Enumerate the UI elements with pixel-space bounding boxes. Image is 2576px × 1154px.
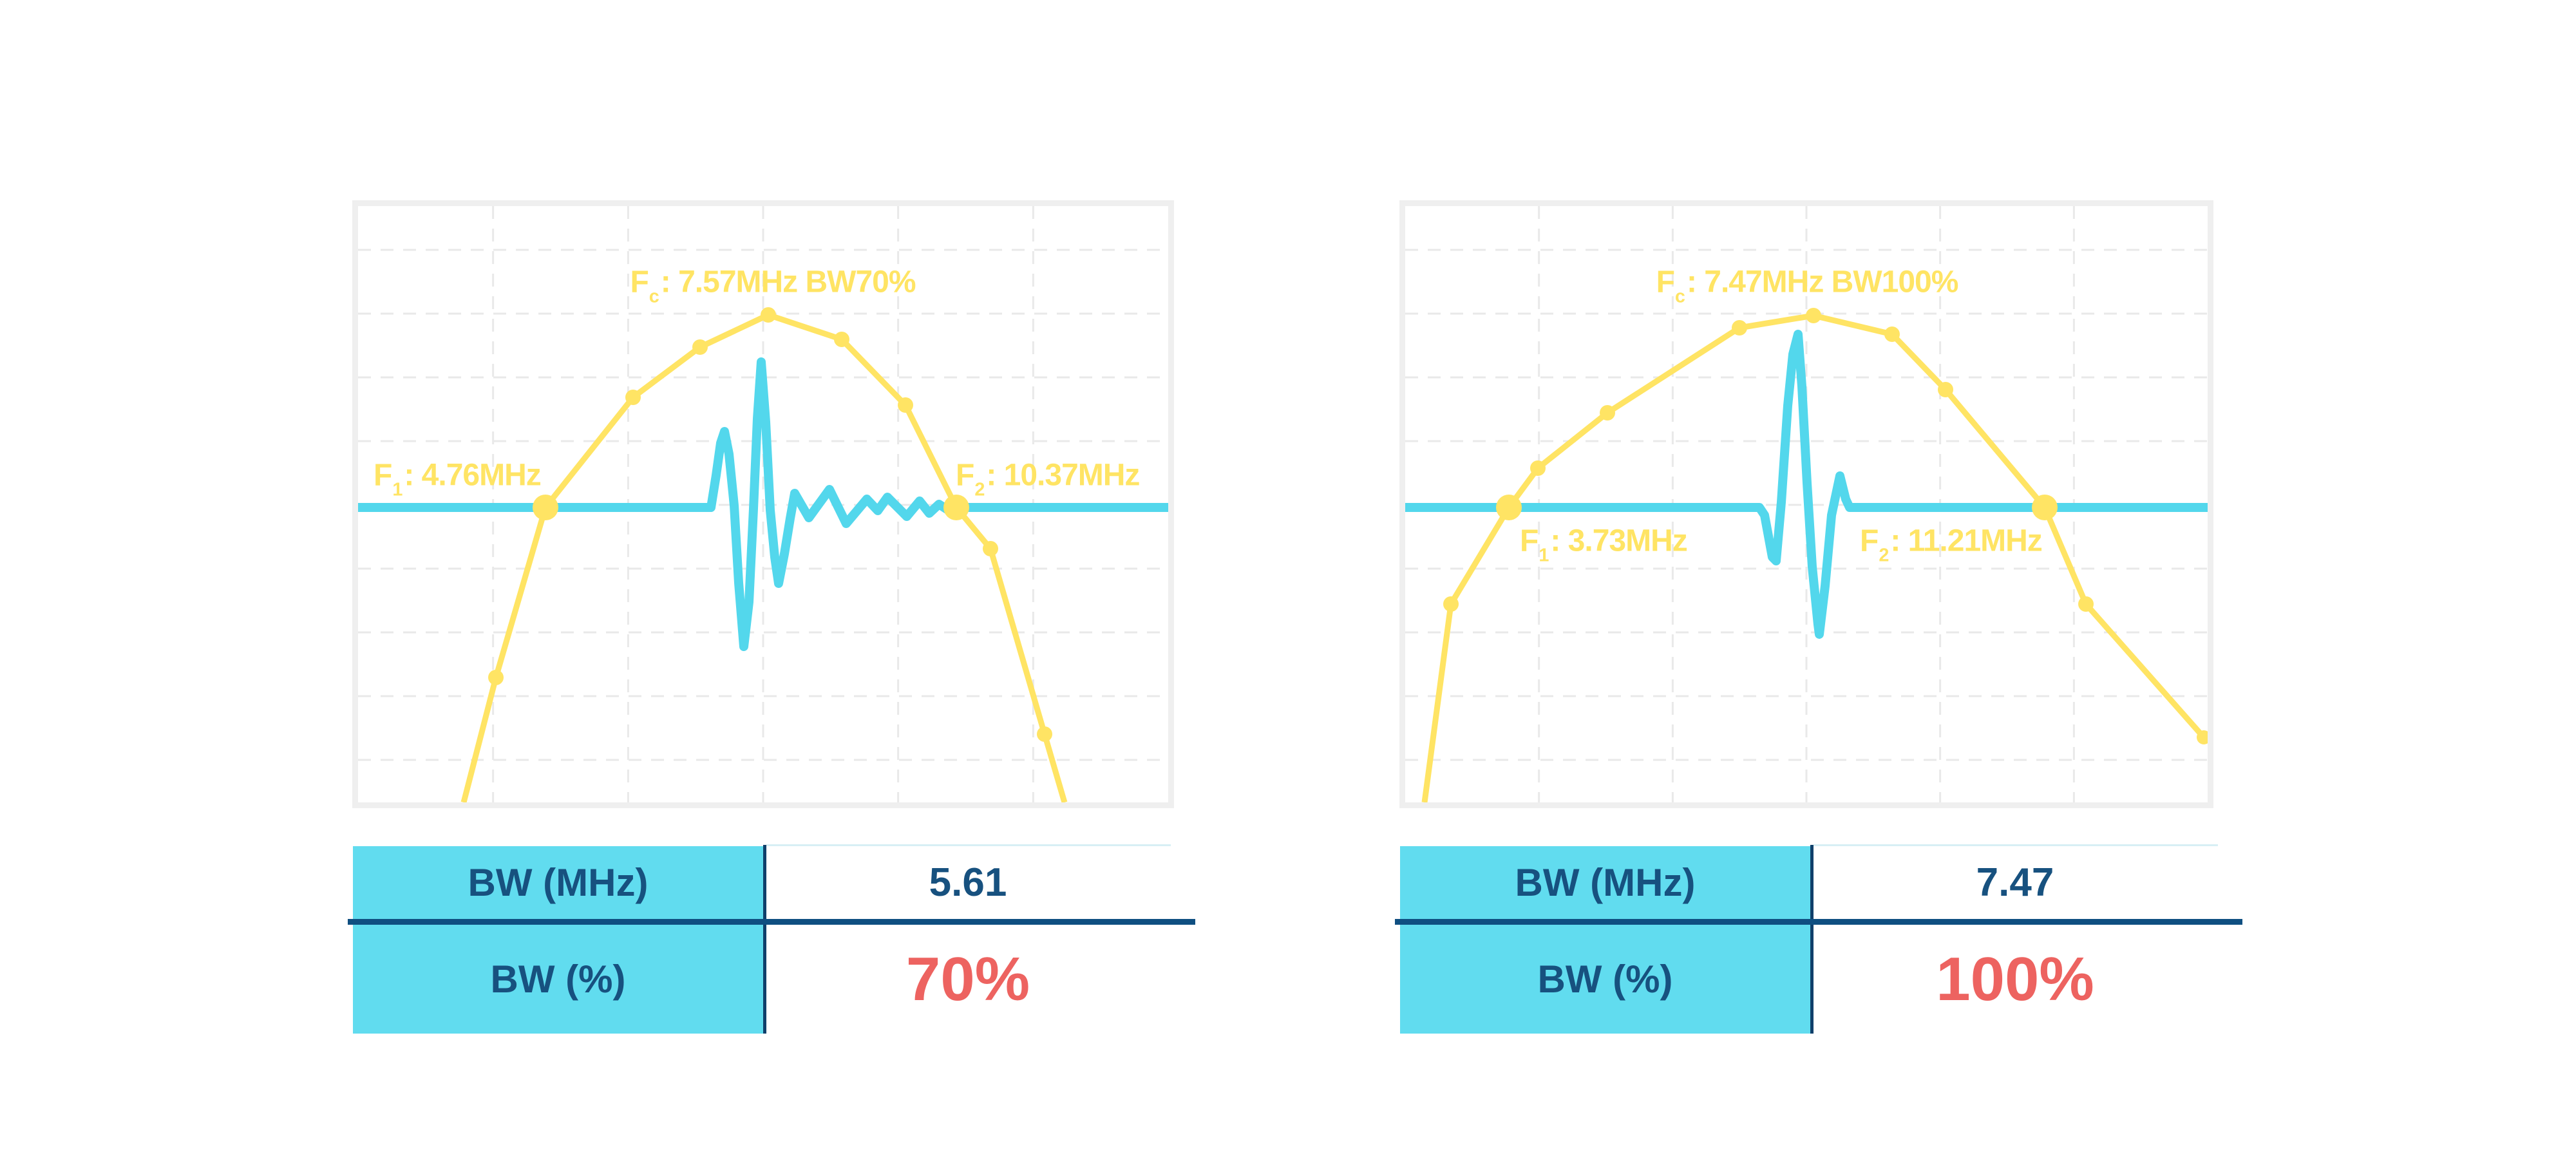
data-point-marker xyxy=(1938,382,1953,397)
f2-annotation: F2: 10.37MHz xyxy=(956,458,1140,500)
table-top-divider xyxy=(1814,844,2218,846)
data-point-marker xyxy=(2197,730,2208,744)
fc-prefix: F xyxy=(1656,265,1675,299)
spectrum-line xyxy=(460,312,1068,802)
data-point-marker xyxy=(983,541,998,556)
table-vertical-divider xyxy=(763,845,766,1034)
spectrum-plot-bw70: Fc: 7.57MHz BW70% F1: 4.76MHz F2: 10.37M… xyxy=(352,200,1174,808)
data-point-marker xyxy=(898,397,913,413)
data-point-marker xyxy=(2078,596,2094,612)
bw-percent-value: 70% xyxy=(905,944,1030,1014)
f1-prefix: F xyxy=(374,458,392,493)
fc-subscript: c xyxy=(1674,286,1685,307)
fc-annotation: Fc: 7.47MHz BW100% xyxy=(1656,265,1959,307)
pulse-waveform-line xyxy=(358,357,1168,651)
table-row-label: BW (%) xyxy=(490,957,626,1001)
table-row-label: BW (MHz) xyxy=(468,860,649,904)
table-vertical-divider xyxy=(1810,845,1814,1034)
f1-value: : 3.73MHz xyxy=(1550,524,1687,558)
bw-percent-value: 100% xyxy=(1936,944,2094,1014)
fc-value: : 7.57MHz BW70% xyxy=(660,265,916,299)
data-point-marker xyxy=(1443,596,1459,612)
f2-subscript: 2 xyxy=(1879,545,1889,566)
spectrum-line xyxy=(1421,312,2206,802)
f1-subscript: 1 xyxy=(1539,545,1549,566)
bandwidth-table-bw70: BW (MHz) BW (%) 5.61 70% xyxy=(348,844,1195,1037)
table-row-label: BW (MHz) xyxy=(1515,860,1696,904)
bandwidth-crossing-marker xyxy=(533,495,558,520)
data-point-marker xyxy=(761,307,776,323)
f2-prefix: F xyxy=(1860,524,1879,558)
bandwidth-crossing-marker xyxy=(2032,495,2058,520)
table-top-divider xyxy=(766,844,1171,846)
table-label-column xyxy=(1400,846,1810,1034)
data-point-marker xyxy=(692,339,708,355)
f1-annotation: F1: 4.76MHz xyxy=(374,458,542,500)
fc-prefix: F xyxy=(630,265,649,299)
data-point-marker xyxy=(1732,320,1747,336)
fc-annotation: Fc: 7.57MHz BW70% xyxy=(630,265,916,307)
bandwidth-crossing-marker xyxy=(943,495,969,520)
bw-mhz-value: 7.47 xyxy=(1976,860,2054,905)
spectrum-canvas-bw70 xyxy=(358,206,1168,802)
data-point-marker xyxy=(625,390,641,405)
table-row-label: BW (%) xyxy=(1537,957,1673,1001)
f2-value: : 11.21MHz xyxy=(1890,524,2042,558)
f1-value: : 4.76MHz xyxy=(404,458,541,493)
bw-mhz-value: 5.61 xyxy=(929,860,1007,905)
bandwidth-crossing-marker xyxy=(1496,495,1522,520)
f1-prefix: F xyxy=(1520,524,1539,558)
data-point-marker xyxy=(1037,726,1052,742)
spectrum-canvas-bw100 xyxy=(1405,206,2208,802)
fc-value: : 7.47MHz BW100% xyxy=(1686,265,1958,299)
f1-subscript: 1 xyxy=(392,479,402,500)
spectrum-plot-bw100: Fc: 7.47MHz BW100% F1: 3.73MHz F2: 11.21… xyxy=(1399,200,2213,808)
table-label-column xyxy=(353,846,763,1034)
f2-subscript: 2 xyxy=(974,479,985,500)
pulse-waveform-line xyxy=(1405,330,2208,639)
table-row-divider xyxy=(348,919,1195,925)
data-point-marker xyxy=(1884,326,1900,342)
data-point-marker xyxy=(834,332,849,347)
data-point-marker xyxy=(1530,460,1546,476)
f1-annotation: F1: 3.73MHz xyxy=(1520,524,1688,566)
f2-value: : 10.37MHz xyxy=(986,458,1140,493)
data-point-marker xyxy=(1600,405,1615,421)
data-point-marker xyxy=(1806,308,1821,323)
bandwidth-table-bw100: BW (MHz) BW (%) 7.47 100% xyxy=(1395,844,2242,1037)
table-row-divider xyxy=(1395,919,2242,925)
f2-annotation: F2: 11.21MHz xyxy=(1860,524,2043,566)
f2-prefix: F xyxy=(956,458,974,493)
fc-subscript: c xyxy=(649,286,659,307)
data-point-marker xyxy=(488,670,504,685)
